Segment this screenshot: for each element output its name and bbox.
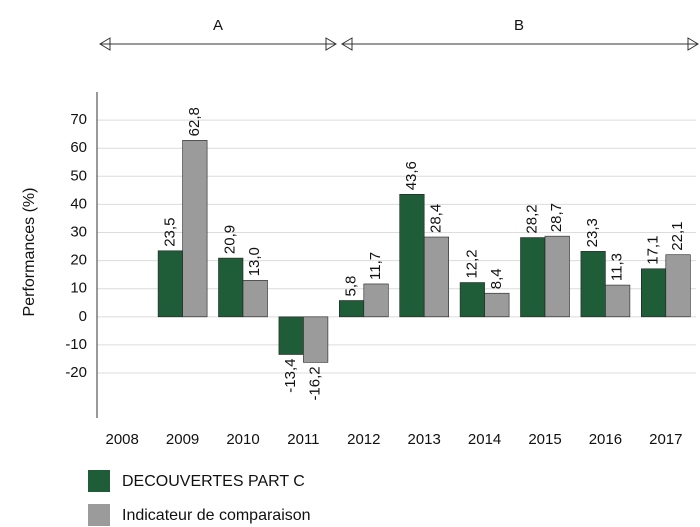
x-tick-label: 2015 <box>528 431 561 448</box>
annotation: A <box>213 17 223 34</box>
y-tick-label: 50 <box>70 167 87 184</box>
legend-swatch <box>88 470 110 492</box>
bar <box>363 283 389 318</box>
x-tick-label: 2010 <box>226 431 259 448</box>
annotation: B <box>514 17 524 34</box>
legend-label: Indicateur de comparaison <box>122 507 311 524</box>
bar <box>544 235 570 318</box>
y-tick-label: 0 <box>79 308 87 325</box>
y-tick-label: -20 <box>65 364 87 381</box>
period-arrows <box>99 37 699 51</box>
bar <box>520 237 546 318</box>
value-label: 28,4 <box>427 204 444 233</box>
value-label: 11,3 <box>609 253 626 281</box>
value-label: -16,2 <box>307 366 324 400</box>
value-label: 22,1 <box>669 222 686 251</box>
value-label: 23,3 <box>584 218 601 247</box>
bar <box>665 254 691 318</box>
y-tick-label: 10 <box>70 280 87 297</box>
y-tick-label: 60 <box>70 139 87 156</box>
bar <box>218 257 244 318</box>
value-label: -13,4 <box>282 358 299 392</box>
bar <box>605 284 631 318</box>
value-label: 20,9 <box>222 225 239 254</box>
bar <box>303 316 329 363</box>
value-label: 17,1 <box>645 236 662 265</box>
x-tick-label: 2012 <box>347 431 380 448</box>
x-tick-label: 2017 <box>649 431 682 448</box>
bar <box>182 140 208 318</box>
value-label: 23,5 <box>161 218 178 247</box>
value-label: 5,8 <box>343 276 360 297</box>
bar <box>278 316 304 355</box>
x-tick-label: 2008 <box>106 431 139 448</box>
bar <box>399 193 425 318</box>
value-label: 62,8 <box>186 107 203 136</box>
x-tick-label: 2011 <box>287 431 319 448</box>
bar <box>580 251 606 318</box>
bar <box>640 268 667 318</box>
value-label: 8,4 <box>488 268 505 289</box>
y-tick-label: 40 <box>70 195 87 212</box>
bar <box>242 279 268 318</box>
y-axis-label: Performances (%) <box>21 188 38 317</box>
y-tick-label: 20 <box>70 252 87 269</box>
bar <box>423 236 450 318</box>
value-label: 12,2 <box>463 249 480 278</box>
bar <box>157 250 183 318</box>
legend-swatch <box>88 504 110 526</box>
bar <box>338 300 365 318</box>
x-tick-label: 2014 <box>468 431 501 448</box>
bar <box>484 292 510 318</box>
value-label: 28,7 <box>548 203 565 232</box>
bar <box>459 282 485 318</box>
y-tick-label: 70 <box>70 111 87 128</box>
legend-label: DECOUVERTES PART C <box>122 473 305 490</box>
x-tick-label: 2016 <box>589 431 622 448</box>
value-label: 43,6 <box>403 161 420 190</box>
value-label: 11,7 <box>367 252 384 280</box>
x-tick-label: 2013 <box>408 431 441 448</box>
x-tick-label: 2009 <box>166 431 199 448</box>
value-label: 28,2 <box>524 204 541 233</box>
value-label: 13,0 <box>246 247 263 276</box>
y-tick-label: -10 <box>65 336 87 353</box>
y-tick-label: 30 <box>70 223 87 240</box>
